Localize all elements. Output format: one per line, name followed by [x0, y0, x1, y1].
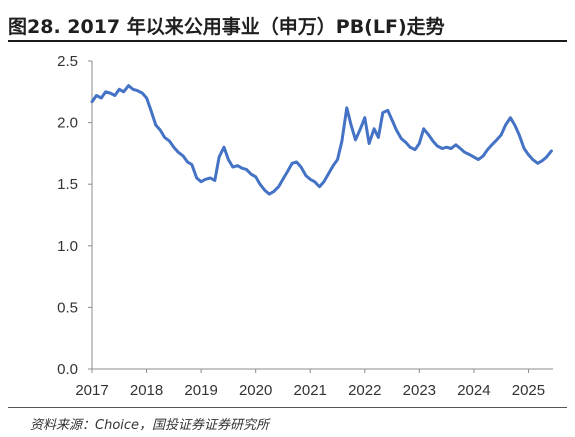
- y-tick-label: 1.5: [57, 176, 78, 193]
- x-tick-label: 2019: [184, 382, 217, 399]
- x-tick-label: 2020: [239, 382, 272, 399]
- x-tick-label: 2017: [75, 382, 108, 399]
- y-tick-label: 0.0: [57, 361, 78, 378]
- x-tick-label: 2025: [512, 382, 545, 399]
- source-rule: [8, 407, 567, 408]
- y-tick-label: 2.5: [57, 53, 78, 70]
- chart-axes: [91, 61, 553, 370]
- x-tick-label: 2022: [348, 382, 381, 399]
- y-tick-label: 0.5: [57, 299, 78, 316]
- y-axis-ticks: 0.0 0.5 1.0 1.5 2.0 2.5: [57, 53, 92, 378]
- y-tick-label: 1.0: [57, 238, 78, 255]
- x-axis-ticks: 2017 2018 2019 2020 2021 2022 2023 2024 2025: [75, 369, 545, 399]
- title-rule: [8, 40, 567, 42]
- x-tick-label: 2021: [294, 382, 327, 399]
- pb-series-line: [90, 84, 553, 196]
- x-tick-label: 2023: [403, 382, 436, 399]
- y-tick-label: 2.0: [57, 115, 78, 132]
- x-tick-label: 2018: [130, 382, 163, 399]
- source-note: 资料来源：Choice，国投证券证券研究所: [30, 418, 270, 433]
- chart-title: 图28. 2017 年以来公用事业（申万）PB(LF)走势: [8, 16, 445, 38]
- x-tick-label: 2024: [457, 382, 490, 399]
